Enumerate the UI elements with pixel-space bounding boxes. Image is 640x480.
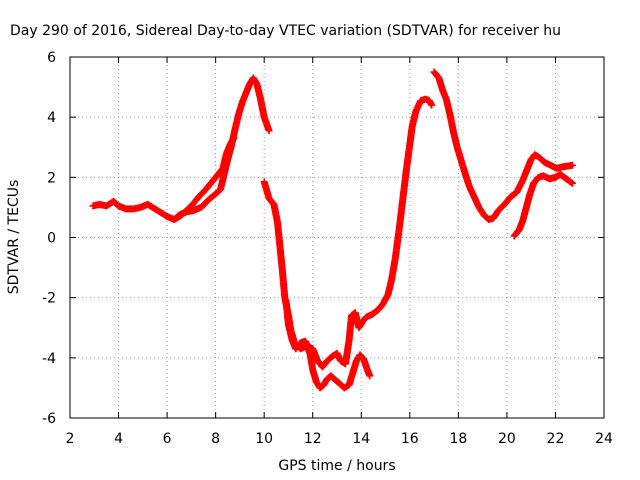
x-tick-label: 24 xyxy=(595,431,613,447)
grid-lines xyxy=(70,57,604,418)
x-tick-label: 12 xyxy=(304,431,322,447)
data-point xyxy=(230,134,238,142)
y-tick-labels: -6 -4 -2 0 2 4 6 xyxy=(42,50,56,427)
series-3 xyxy=(260,95,436,371)
y-tick-label: 6 xyxy=(47,50,56,66)
chart-title: Day 290 of 2016, Sidereal Day-to-day VTE… xyxy=(10,23,561,39)
x-tick-label: 18 xyxy=(449,431,467,447)
data-series xyxy=(89,68,576,392)
x-tick-label: 2 xyxy=(66,431,75,447)
y-tick-label: 4 xyxy=(47,110,56,126)
data-point xyxy=(568,161,576,169)
series-5 xyxy=(430,68,576,223)
x-tick-label: 14 xyxy=(352,431,370,447)
series-2 xyxy=(170,134,238,223)
data-point xyxy=(366,372,374,380)
x-tick-label: 20 xyxy=(498,431,516,447)
x-tick-label: 6 xyxy=(163,431,172,447)
y-tick-label: -2 xyxy=(42,291,56,307)
x-tick-label: 16 xyxy=(401,431,419,447)
y-tick-label: -4 xyxy=(42,351,56,367)
plot-frame xyxy=(69,56,605,419)
y-tick-label: -6 xyxy=(42,411,56,427)
data-point xyxy=(428,101,436,109)
x-axis-title: GPS time / hours xyxy=(278,458,395,474)
x-tick-label: 22 xyxy=(547,431,565,447)
y-axis-title: SDTVAR / TECUs xyxy=(6,180,22,295)
x-tick-labels: 2 4 6 8 10 12 14 16 18 20 22 24 xyxy=(66,431,613,447)
series-6 xyxy=(510,170,576,240)
y-tick-label: 0 xyxy=(47,231,56,247)
series-1 xyxy=(89,74,273,223)
data-point xyxy=(265,127,273,135)
series-4 xyxy=(282,297,374,392)
x-tick-label: 4 xyxy=(114,431,123,447)
data-point xyxy=(568,179,576,187)
x-tick-label: 10 xyxy=(255,431,273,447)
x-tick-label: 8 xyxy=(211,431,220,447)
y-tick-label: 2 xyxy=(47,170,56,186)
